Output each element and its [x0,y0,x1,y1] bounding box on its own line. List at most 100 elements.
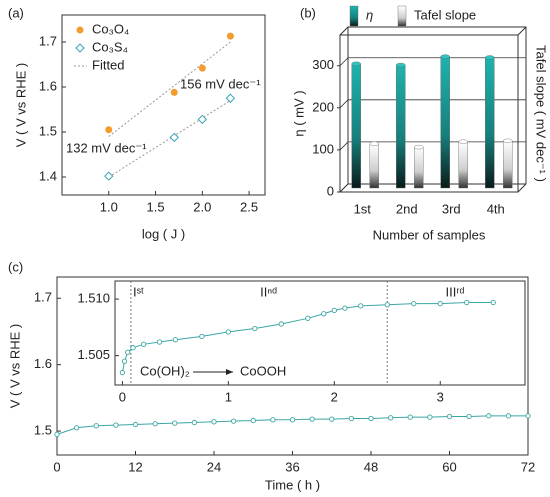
data-point [198,64,206,72]
legend-swatch [349,5,359,27]
x-tick-label: 2 [331,389,338,404]
x-tick-label: 2.0 [193,199,211,214]
plot-frame [56,276,529,456]
data-point [132,421,139,428]
fit-line [108,41,231,137]
legend-swatch [397,5,407,27]
data-point [368,415,374,422]
x-tick-label: 36 [285,459,299,474]
data-point [199,333,205,340]
series-line [121,301,494,373]
data-point [305,315,311,321]
x-tick-label: 4th [487,201,505,216]
x-tick-label: 2nd [396,201,418,216]
data-point [252,325,258,332]
data-point [342,305,348,311]
plot-frame [114,280,526,386]
fit-line [108,100,231,178]
bar [503,140,513,189]
data-point [170,88,178,96]
grid-line [339,141,526,151]
bar-top [503,138,513,144]
y-tick-label: 1.505 [77,347,110,362]
y-tick-label: 1.7 [34,290,52,305]
y-tick-label: 0 [327,183,334,198]
data-point [130,345,136,351]
x-tick-label: 60 [442,459,456,474]
bar [440,56,450,189]
x-tick-label: 0 [53,459,60,474]
stage-label: IIIʳᵈ [446,284,465,299]
data-point [348,415,355,422]
data-point [486,413,492,419]
x-tick-label: 3 [437,389,444,404]
data-point [427,414,433,420]
bar [458,141,468,189]
data-point [211,419,217,425]
data-point [411,300,417,307]
bar-top [485,55,495,60]
data-point [230,418,237,424]
data-point [121,358,128,364]
data-point [172,337,179,343]
bar-top [396,62,406,68]
x-tick-label: 1st [354,201,372,216]
data-point [152,421,158,427]
y-tick-label: 1.6 [39,78,57,93]
data-point [387,415,394,421]
panel-label: (b) [300,5,316,20]
grid-line [339,183,526,193]
y-axis-label: η ( mV ) [291,90,306,136]
data-point [278,321,284,327]
data-point [329,416,335,422]
grid-line [339,99,526,109]
data-point [358,303,364,309]
data-point [407,414,413,420]
grid-line [339,57,526,67]
y-tick-label: 100 [312,141,334,156]
bar [369,143,379,189]
data-point [446,413,453,420]
bar [351,63,361,189]
data-point [309,416,315,422]
annotation: 132 mV dec⁻¹ [66,140,147,155]
x-tick-label: 24 [207,459,221,474]
bar-top [369,141,379,147]
data-point [225,329,232,335]
x-axis-label: Time ( h ) [265,477,320,492]
plot-frame [61,14,266,196]
x-tick-label: 0 [119,389,126,404]
x-axis-label: Number of samples [373,227,486,242]
bar-top [351,61,361,67]
bar [396,64,406,189]
x-tick-label: 2.5 [240,199,258,214]
y-tick-label: 1.6 [34,356,52,371]
data-point [113,422,119,428]
y-tick-label: 1.5 [34,423,52,438]
data-point [226,32,234,40]
box-front [339,34,519,193]
data-point [270,417,276,423]
data-point [172,420,178,426]
y-axis-label: V ( V vs RHE ) [13,63,28,148]
y-axis-label: V ( V vs RHE ) [7,324,22,409]
data-point [125,349,131,355]
x-tick-label: 1.5 [147,199,165,214]
bar-top [458,139,468,144]
bar [414,146,424,189]
reaction-label: Co(OH)₂ [140,363,190,378]
data-point [197,114,208,125]
data-point [505,413,512,419]
data-point [104,171,114,181]
data-point [321,311,327,317]
legend-label: Co₃S₄ [92,39,128,54]
y-tick-label: 300 [312,57,334,72]
data-point [76,26,84,34]
data-point [437,300,443,307]
legend-label: Co₃O₄ [92,21,129,36]
y-tick-label: 1.510 [77,291,110,306]
data-point [93,423,99,429]
data-point [156,339,163,345]
data-point [119,369,126,376]
